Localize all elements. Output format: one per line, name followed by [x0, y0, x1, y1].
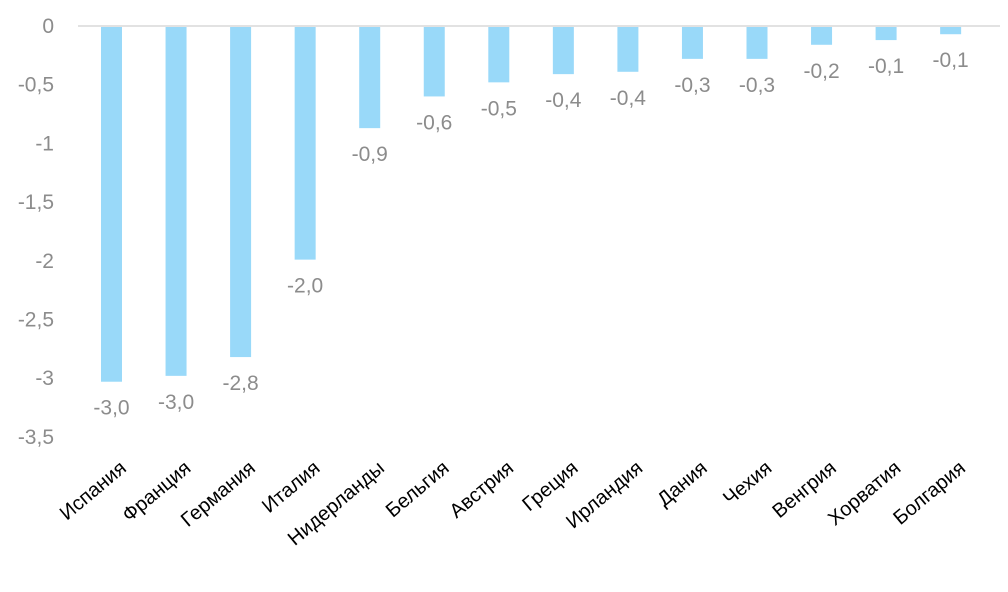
bar — [101, 27, 122, 382]
y-tick-label: -2 — [35, 250, 54, 273]
data-label: -0,3 — [674, 74, 710, 97]
category-label: Испания — [56, 457, 131, 525]
data-label: -0,4 — [610, 87, 647, 110]
y-tick-label: -2,5 — [18, 309, 54, 332]
bar — [423, 27, 445, 97]
data-labels: -3,0 -3,0 -2,8 -2,0 -0,9 -0,6 -0,5 -0,4 -0,4 -0,3… — [93, 49, 968, 420]
y-axis-ticks: 0 -0,5 -1 -1,5 -2 -2,5 -3 -3,5 — [18, 15, 54, 449]
bar — [875, 27, 897, 41]
bar — [230, 27, 252, 358]
data-label: -0,2 — [803, 60, 839, 83]
bar — [746, 27, 768, 59]
data-label: -0,1 — [933, 49, 969, 72]
bar — [811, 27, 833, 45]
data-label: -2,8 — [223, 372, 259, 395]
data-label: -3,0 — [93, 397, 129, 420]
data-label: -0,6 — [416, 111, 452, 134]
data-label: -2,0 — [287, 275, 323, 298]
category-label: Хорватия — [824, 457, 905, 530]
category-label: Бельгия — [382, 457, 454, 522]
data-label: -3,0 — [158, 391, 194, 414]
y-tick-label: -1 — [35, 132, 54, 155]
data-label: -0,1 — [868, 55, 904, 78]
bars — [101, 27, 962, 382]
category-label: Дания — [653, 457, 711, 511]
bar — [165, 27, 187, 376]
y-tick-label: -0,5 — [18, 74, 54, 97]
y-tick-label: 0 — [42, 15, 54, 38]
data-label: -0,3 — [739, 74, 775, 97]
bar — [681, 27, 703, 59]
bar — [294, 27, 316, 260]
y-tick-label: -3,5 — [18, 426, 54, 449]
y-tick-label: -3 — [35, 367, 54, 390]
category-labels: ИспанияФранцияГерманияИталияНидерландыБе… — [56, 457, 970, 550]
category-label: Болгария — [889, 457, 969, 530]
data-label: -0,9 — [352, 143, 388, 166]
category-label: Австрия — [446, 457, 518, 523]
data-label: -0,4 — [545, 89, 582, 112]
bar — [552, 27, 574, 75]
bar — [940, 27, 962, 35]
data-label: -0,5 — [481, 97, 517, 120]
category-label: Чехия — [719, 457, 776, 510]
bar — [359, 27, 381, 129]
bar — [617, 27, 639, 72]
y-tick-label: -1,5 — [18, 191, 54, 214]
bar — [488, 27, 510, 83]
